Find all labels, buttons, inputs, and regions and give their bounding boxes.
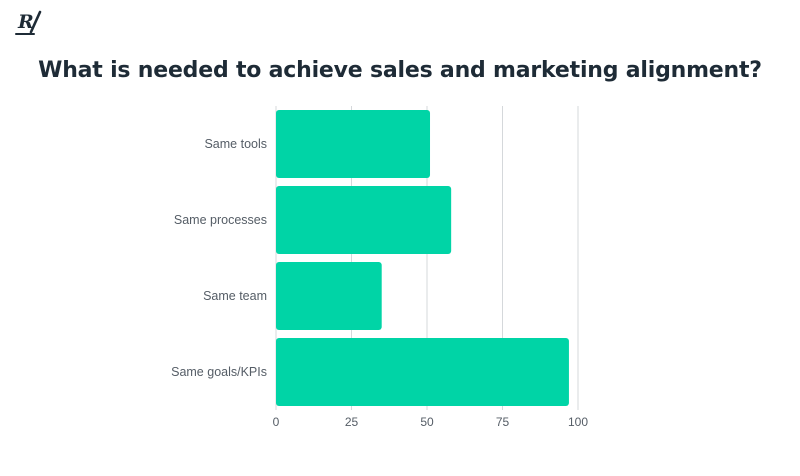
- category-labels: Same tools Same processes Same team Same go…: [171, 137, 267, 379]
- x-tick-label: 25: [345, 415, 359, 429]
- svg-text:R: R: [17, 11, 34, 33]
- brand-logo: R: [15, 10, 42, 35]
- x-tick-label: 0: [273, 415, 280, 429]
- x-axis-ticks: 0 25 50 75 100: [273, 415, 589, 429]
- category-label: Same team: [203, 289, 267, 303]
- category-label: Same processes: [174, 213, 267, 227]
- x-tick-label: 75: [496, 415, 510, 429]
- bar-same-tools: [276, 110, 431, 178]
- category-label: Same goals/KPIs: [171, 365, 267, 379]
- chart-title: What is needed to achieve sales and mark…: [38, 58, 762, 83]
- bar-same-team: [276, 262, 382, 330]
- bar-same-processes: [276, 186, 452, 254]
- x-tick-label: 50: [420, 415, 434, 429]
- bar-same-goals-kpis: [276, 338, 569, 406]
- category-label: Same tools: [204, 137, 267, 151]
- x-tick-label: 100: [568, 415, 588, 429]
- bars: [276, 110, 569, 406]
